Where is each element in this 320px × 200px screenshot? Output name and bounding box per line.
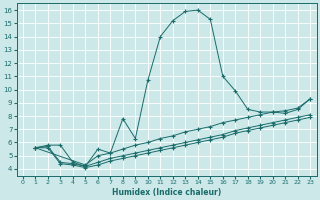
X-axis label: Humidex (Indice chaleur): Humidex (Indice chaleur): [112, 188, 221, 197]
